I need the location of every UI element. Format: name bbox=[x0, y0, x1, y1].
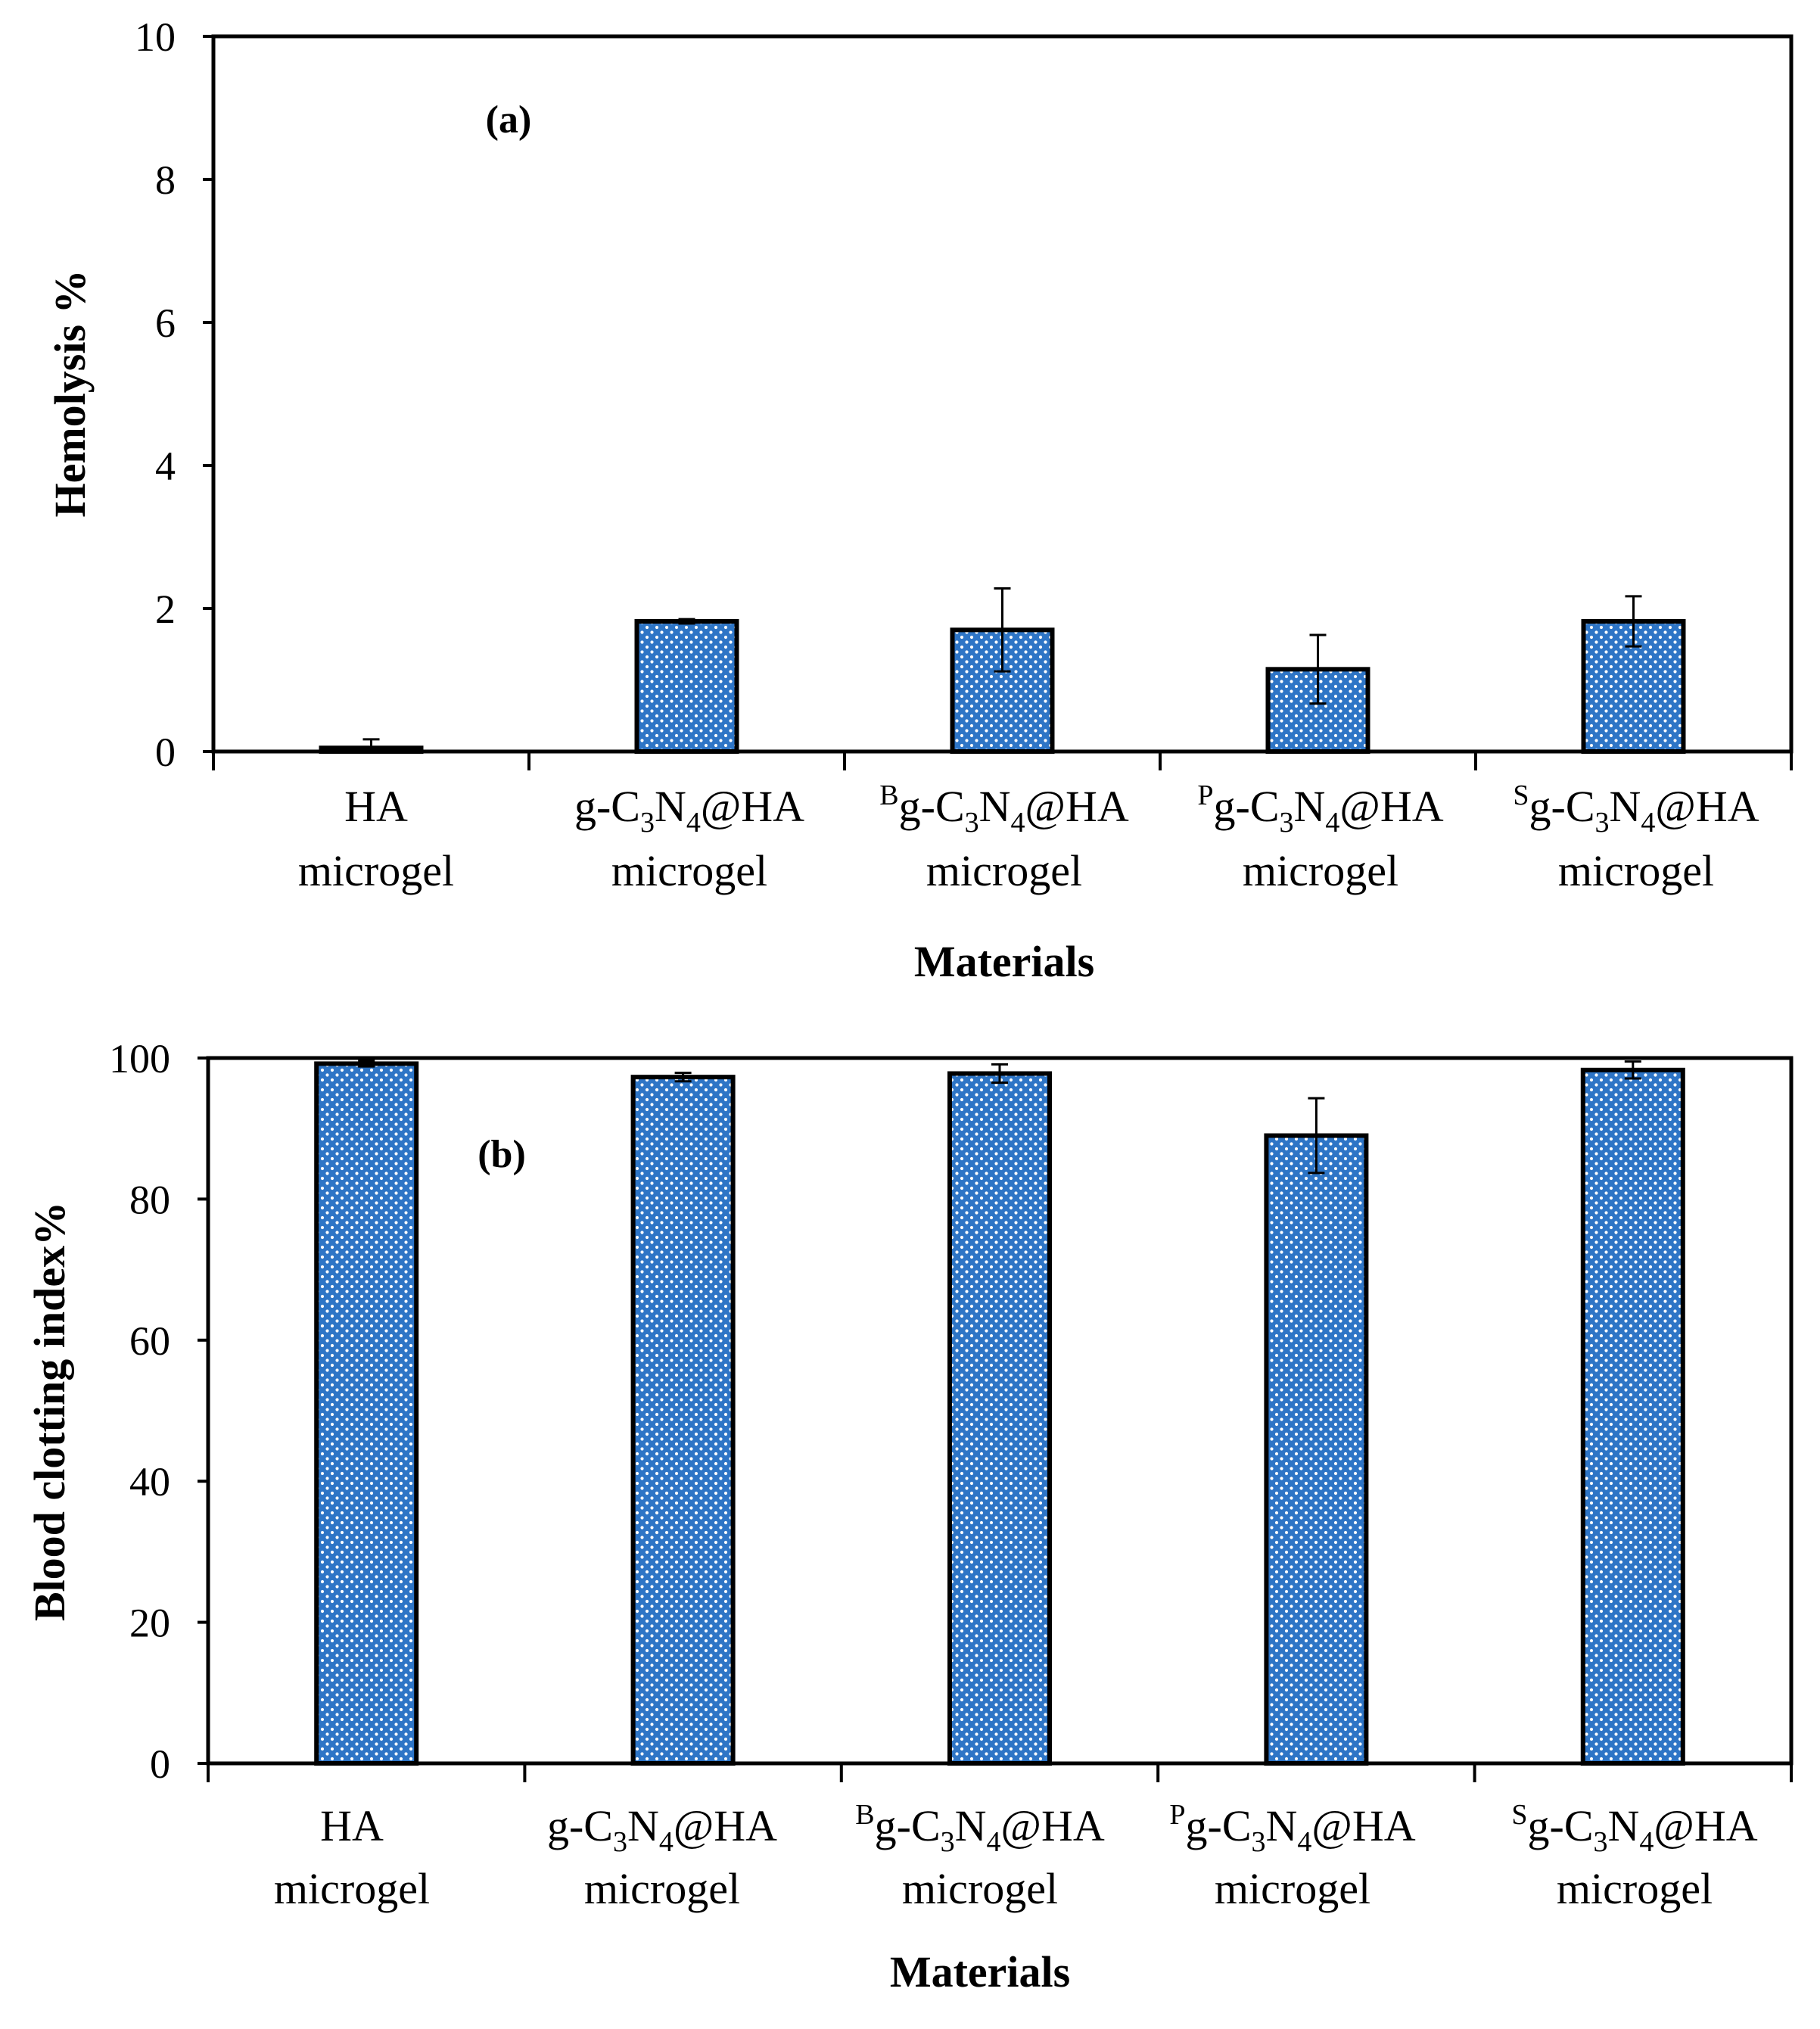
category-label-line2: microgel bbox=[1557, 1864, 1713, 1913]
category-label: Pg-C3N4@HA bbox=[1169, 1799, 1415, 1858]
bar-series bbox=[319, 619, 1686, 755]
error-bar-series bbox=[358, 1060, 1641, 1175]
category-label-line2: microgel bbox=[274, 1864, 430, 1913]
category-label-line2: microgel bbox=[298, 846, 454, 895]
category-label: g-C3N4@HA bbox=[574, 782, 804, 839]
y-axis-ticks: 0 20 40 60 80 100 bbox=[109, 1036, 208, 1787]
category-label-line2: microgel bbox=[584, 1864, 740, 1913]
bar bbox=[1580, 1067, 1685, 1766]
y-tick-label: 60 bbox=[129, 1318, 170, 1364]
category-label: Sg-C3N4@HA bbox=[1511, 1799, 1757, 1858]
hemolysis-chart: 0 2 4 6 8 10 HA microgel g-C3N4@HA microgel Bg-C3… bbox=[45, 14, 1794, 986]
panel-label: (b) bbox=[478, 1133, 526, 1176]
y-tick-label: 6 bbox=[155, 300, 176, 346]
panel-label: (a) bbox=[486, 98, 532, 142]
category-label-line2: microgel bbox=[611, 846, 767, 895]
x-axis-ticks bbox=[207, 1763, 1793, 1782]
bar bbox=[947, 1071, 1052, 1766]
bar bbox=[634, 619, 739, 755]
category-label: Bg-C3N4@HA bbox=[855, 1799, 1105, 1858]
error-bar-series bbox=[362, 587, 1642, 753]
category-label-line2: microgel bbox=[1215, 1864, 1370, 1913]
y-tick-label: 40 bbox=[129, 1459, 170, 1505]
y-tick-label: 20 bbox=[129, 1601, 170, 1646]
category-label: Sg-C3N4@HA bbox=[1513, 780, 1759, 839]
y-tick-label: 80 bbox=[129, 1177, 170, 1222]
x-axis-title: Materials bbox=[890, 1947, 1070, 1996]
category-label-line2: microgel bbox=[1558, 846, 1714, 895]
y-tick-label: 4 bbox=[155, 443, 176, 489]
category-label-line2: microgel bbox=[902, 1864, 1058, 1913]
x-axis-ticks bbox=[212, 752, 1793, 770]
y-tick-label: 8 bbox=[155, 157, 176, 203]
y-axis-title: Hemolysis % bbox=[45, 269, 95, 517]
y-axis-ticks: 0 2 4 6 8 10 bbox=[135, 14, 213, 775]
category-label: HA bbox=[344, 782, 408, 831]
category-label: g-C3N4@HA bbox=[547, 1801, 777, 1858]
y-tick-label: 100 bbox=[109, 1036, 170, 1081]
bar-series bbox=[314, 1061, 1685, 1766]
category-labels: HA microgel g-C3N4@HA microgel Bg-C3N4@HA mic… bbox=[298, 780, 1759, 895]
category-labels: HA microgel g-C3N4@HA microgel Bg-C3N4@HA mic… bbox=[274, 1799, 1758, 1913]
category-label: Pg-C3N4@HA bbox=[1197, 780, 1443, 839]
category-label: Bg-C3N4@HA bbox=[879, 780, 1129, 839]
category-label: HA bbox=[320, 1801, 384, 1850]
y-tick-label: 0 bbox=[155, 730, 176, 775]
category-label-line2: microgel bbox=[926, 846, 1082, 895]
bar bbox=[1264, 1133, 1369, 1766]
y-tick-label: 10 bbox=[135, 14, 176, 60]
blood-clotting-chart: 0 20 40 60 80 100 HA microgel g-C3N4@HA microgel… bbox=[25, 1036, 1794, 1996]
y-tick-label: 0 bbox=[150, 1741, 170, 1787]
y-tick-label: 2 bbox=[155, 587, 176, 632]
y-axis-title: Blood clotting index% bbox=[25, 1202, 74, 1621]
x-axis-title: Materials bbox=[914, 937, 1094, 986]
bar bbox=[314, 1061, 419, 1766]
category-label-line2: microgel bbox=[1243, 846, 1398, 895]
bar bbox=[630, 1075, 736, 1766]
